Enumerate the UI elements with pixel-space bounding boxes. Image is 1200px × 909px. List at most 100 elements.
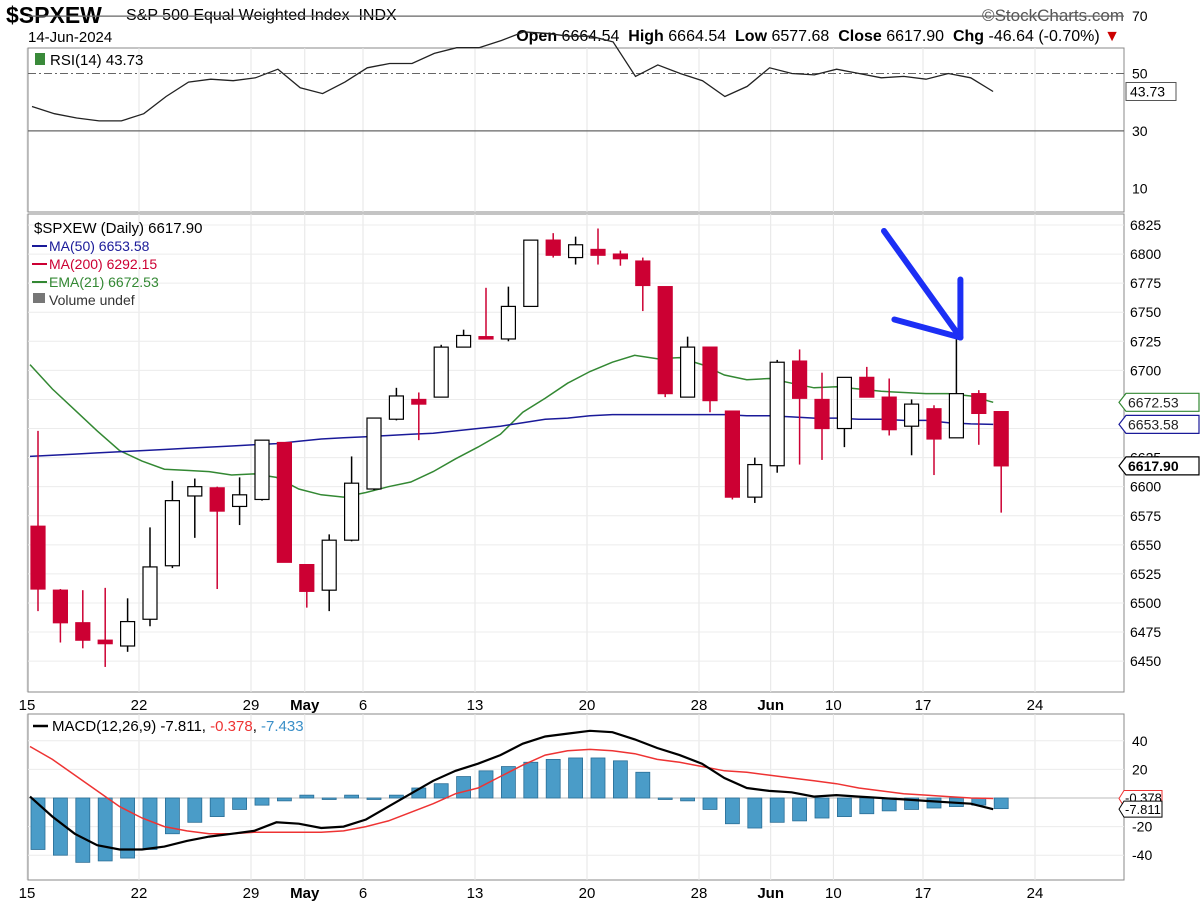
chart-date: 14-Jun-2024 — [28, 29, 113, 46]
rsi-y-tick-label: 30 — [1132, 123, 1148, 139]
candle-up — [903, 403, 920, 427]
candle-up — [119, 620, 136, 647]
candle-up — [388, 395, 404, 420]
price-x-tick-label: May — [290, 697, 320, 714]
macd-histogram-bar — [993, 797, 1009, 810]
macd-histogram-bar — [814, 797, 830, 819]
high-value: 6664.54 — [668, 28, 727, 45]
price-legend-entry: EMA(21) 6672.53 — [49, 274, 159, 290]
ema21-price-tag-box — [1118, 392, 1200, 412]
close-price-tag-box — [1118, 456, 1200, 476]
macd-histogram-bar — [837, 797, 852, 817]
candle-down — [724, 410, 741, 498]
candle-down — [635, 260, 651, 287]
macd-histogram-bar — [299, 794, 315, 799]
price-x-tick-label: 6 — [359, 697, 367, 714]
candle-up — [344, 482, 360, 541]
candle-down — [97, 639, 113, 645]
ma50-line — [29, 413, 994, 458]
candle-down — [75, 622, 91, 641]
candle-down — [590, 248, 606, 256]
rsi-line — [31, 31, 994, 122]
candle-down — [30, 525, 46, 590]
close-price-tag: 6617.90 — [1128, 458, 1179, 474]
candle-up — [254, 439, 270, 501]
macd-x-tick-label: 29 — [243, 885, 260, 902]
macd-x-tick-label: 20 — [579, 885, 596, 902]
macd-histogram-bar — [590, 757, 606, 799]
ma50-price-tag: 6653.58 — [1128, 416, 1179, 432]
price-y-tick-label: 6750 — [1130, 304, 1161, 320]
histogram-legend-value: -7.433 — [261, 718, 304, 735]
candle-down — [791, 360, 808, 399]
macd-legend: MACD(12,26,9) -7.811, -0.378, -7.433 — [52, 718, 304, 735]
candle-down — [859, 376, 875, 398]
candle-up — [187, 486, 203, 497]
macd-histogram-bar — [321, 797, 337, 800]
symbol-title: $SPXEW — [6, 2, 102, 28]
macd-histogram-bar — [344, 794, 360, 799]
candle-up — [232, 494, 248, 508]
candle-up — [321, 539, 337, 591]
ema21-line — [29, 354, 994, 498]
price-x-tick-label: 13 — [467, 697, 484, 714]
price-legend-title: $SPXEW (Daily) 6617.90 — [34, 220, 202, 237]
price-panel: 6825680067756750672567006675665066256600… — [19, 213, 1200, 714]
volume-legend-icon — [33, 293, 45, 303]
price-y-tick-label: 6825 — [1130, 217, 1161, 233]
high-label: High — [628, 28, 664, 45]
macd-y-tick-label: 40 — [1132, 733, 1148, 749]
price-x-tick-label: 29 — [243, 697, 260, 714]
candle-up — [769, 361, 785, 467]
price-legend-entry: MA(200) 6292.15 — [49, 256, 157, 272]
price-x-tick-label: 28 — [691, 697, 708, 714]
macd-x-tick-label: Jun — [757, 885, 784, 902]
candle-down — [612, 253, 629, 260]
candle-down — [971, 393, 987, 415]
macd-histogram-bar — [500, 766, 516, 799]
candle-up — [164, 500, 180, 567]
chg-value: -46.64 (-0.70%) — [988, 28, 1100, 45]
macd-legend-sep: , — [253, 718, 261, 735]
macd-histogram-bar — [881, 797, 897, 812]
candle-down — [545, 239, 561, 256]
price-legend-entry: Volume undef — [49, 292, 135, 308]
close-value: 6617.90 — [886, 28, 945, 45]
macd-histogram-bar — [523, 761, 539, 799]
macd-value-tag-box — [1118, 800, 1163, 818]
macd-histogram-bar — [568, 757, 583, 799]
candle-up — [433, 346, 449, 398]
price-y-tick-label: 6525 — [1130, 566, 1161, 582]
annotation-arrow-shaft — [881, 228, 964, 341]
price-x-tick-label: 10 — [825, 697, 842, 714]
candle-down — [702, 346, 718, 402]
macd-x-tick-label: 15 — [19, 885, 36, 902]
signal-legend-value: -0.378 — [210, 718, 253, 735]
macd-x-tick-label: 22 — [131, 885, 148, 902]
macd-x-tick-label: 10 — [825, 885, 842, 902]
candle-down — [993, 411, 1009, 467]
price-y-tick-label: 6500 — [1130, 595, 1161, 611]
candle-down — [657, 286, 673, 395]
macd-histogram-bar — [30, 797, 46, 850]
macd-histogram-bar — [904, 797, 919, 810]
macd-signal-line — [29, 745, 994, 835]
macd-x-tick-label: 28 — [691, 885, 708, 902]
candle-up — [523, 239, 539, 308]
macd-histogram-bar — [164, 797, 180, 835]
candle-up — [747, 463, 763, 498]
candle-up — [500, 305, 516, 340]
candle-down — [299, 563, 315, 592]
price-x-tick-label: 17 — [915, 697, 932, 714]
ema21-price-tag: 6672.53 — [1128, 394, 1179, 410]
macd-x-tick-label: 6 — [359, 885, 367, 902]
candle-down — [209, 487, 225, 512]
candle-up — [679, 346, 696, 398]
macd-histogram-bar — [657, 797, 673, 800]
rsi-value-tag-box — [1125, 81, 1177, 101]
candle-down — [881, 396, 897, 431]
candle-down — [478, 336, 494, 340]
price-x-tick-label: 20 — [579, 697, 596, 714]
